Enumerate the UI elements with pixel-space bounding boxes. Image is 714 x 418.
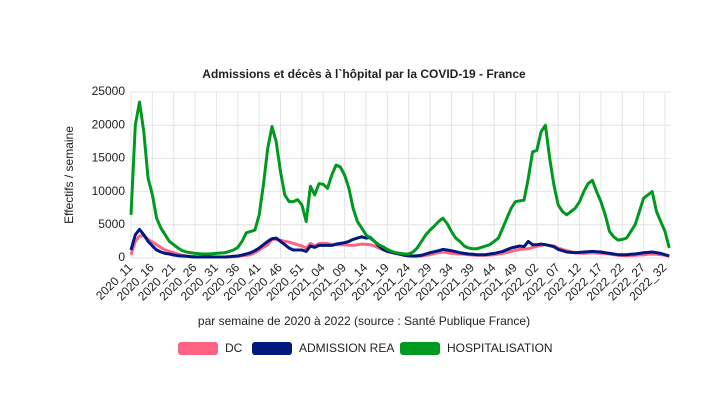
y-axis-label: Effectifs / semaine (62, 126, 76, 224)
legend-label: HOSPITALISATION (447, 341, 553, 355)
legend-label: DC (225, 341, 243, 355)
y-tick-label: 15000 (92, 151, 126, 165)
y-tick-label: 5000 (98, 217, 125, 231)
y-tick-label: 25000 (92, 84, 126, 98)
legend-swatch (400, 342, 440, 355)
x-axis-label: par semaine de 2020 à 2022 (source : San… (198, 314, 530, 328)
y-tick-label: 10000 (92, 184, 126, 198)
y-tick-label: 0 (118, 250, 125, 264)
legend-swatch (178, 342, 218, 355)
series-line (129, 100, 671, 256)
chart-title: Admissions et décès à l`hôpital par la C… (202, 67, 526, 81)
legend-swatch (252, 342, 292, 355)
legend-label: ADMISSION REA (299, 341, 394, 355)
y-tick-label: 20000 (92, 117, 126, 131)
